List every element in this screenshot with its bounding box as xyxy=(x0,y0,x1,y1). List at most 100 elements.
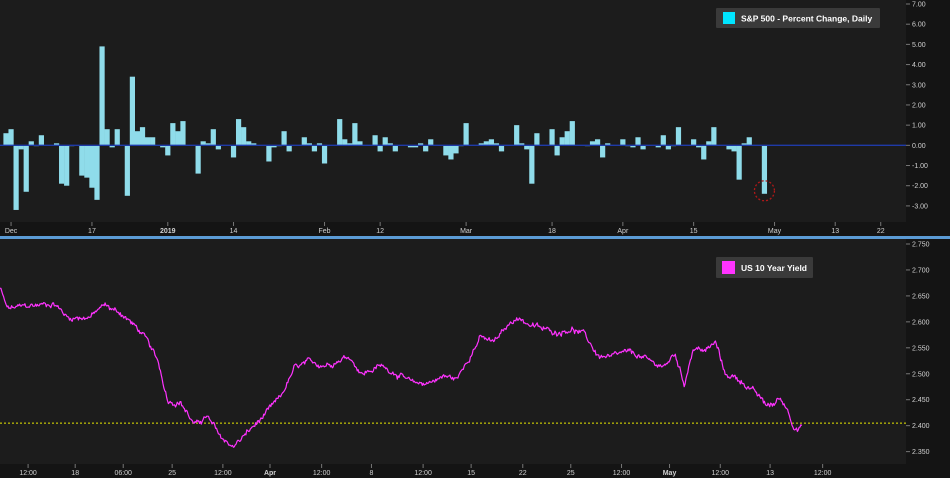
sp500-bar xyxy=(337,119,343,146)
sp500-bar xyxy=(564,131,570,146)
sp500-bar xyxy=(463,123,469,146)
sp500-x-tick-label: 22 xyxy=(877,228,885,235)
sp500-x-tick-label: 14 xyxy=(230,228,238,235)
sp500-x-tick-label: 17 xyxy=(88,228,96,235)
sp500-bar xyxy=(655,145,661,148)
sp500-bar xyxy=(235,119,242,146)
yield-y-axis: 2.750 2.700 2.650 2.600 2.550 2.500 2.450 2.400… xyxy=(906,242,930,456)
sp500-bar xyxy=(372,135,378,146)
yield-panel: 2.750 2.700 2.650 2.600 2.550 2.500 2.450 2.400… xyxy=(0,239,950,478)
sp500-bar xyxy=(306,143,312,146)
sp500-bar xyxy=(165,145,171,156)
sp500-bar xyxy=(706,141,712,146)
sp500-bar xyxy=(246,141,252,146)
yield-y-tick-label: 2.500 xyxy=(912,371,930,378)
sp500-bar xyxy=(696,145,702,148)
yield-y-tick-label: 2.750 xyxy=(912,242,930,249)
yield-legend: US 10 Year Yield xyxy=(716,257,813,278)
sp500-x-tick-label: Mar xyxy=(460,228,473,235)
sp500-bar xyxy=(23,145,29,192)
yield-y-tick-label: 2.650 xyxy=(912,293,930,300)
sp500-bar xyxy=(316,143,323,146)
sp500-bar xyxy=(761,145,768,194)
sp500-bar xyxy=(114,129,120,146)
sp500-bar xyxy=(200,141,206,146)
sp500-bar xyxy=(271,145,277,148)
yield-x-tick-label: 12:00 xyxy=(313,470,331,477)
sp500-bar xyxy=(134,131,141,146)
sp500-bar xyxy=(79,145,85,176)
sp500-bar xyxy=(150,137,156,146)
yield-legend-swatch xyxy=(722,261,735,274)
yield-x-tick-label: Apr xyxy=(264,470,276,477)
sp500-bar xyxy=(352,123,358,146)
sp500-bar xyxy=(129,76,136,146)
sp500-bar xyxy=(549,129,555,146)
sp500-legend: S&P 500 - Percent Change, Daily xyxy=(716,8,880,28)
yield-x-tick-label: 12:00 xyxy=(613,470,631,477)
sp500-bar xyxy=(251,143,257,146)
sp500-panel: 7.00 6.00 5.00 4.00 3.00 2.00 1.00 0.00 -1.00 -2.… xyxy=(0,0,950,236)
sp500-bar xyxy=(514,125,520,146)
yield-y-tick-label: 2.700 xyxy=(912,267,930,274)
sp500-bar xyxy=(89,145,95,188)
sp500-x-tick-label: 12 xyxy=(376,228,384,235)
sp500-y-axis-panel xyxy=(906,0,950,222)
sp500-bar xyxy=(301,137,307,146)
sp500-y-tick-label: 1.00 xyxy=(912,123,926,130)
sp500-bar xyxy=(423,145,429,152)
sp500-legend-swatch xyxy=(723,12,735,24)
yield-legend-box xyxy=(716,257,813,278)
sp500-y-tick-label: -3.00 xyxy=(912,203,928,210)
sp500-bar xyxy=(493,143,500,146)
sp500-bar xyxy=(160,145,166,148)
sp500-bar xyxy=(428,139,434,146)
sp500-x-axis-panel xyxy=(0,222,950,236)
sp500-legend-label: S&P 500 - Percent Change, Daily xyxy=(741,14,872,24)
sp500-bar xyxy=(635,137,641,146)
sp500-bar xyxy=(605,143,611,146)
yield-legend-label: US 10 Year Yield xyxy=(741,263,807,273)
sp500-bar xyxy=(13,145,19,210)
yield-x-tick-label: 25 xyxy=(567,470,575,477)
sp500-y-axis: 7.00 6.00 5.00 4.00 3.00 2.00 1.00 0.00 -1.00 -2.… xyxy=(906,2,928,210)
sp500-bar xyxy=(519,143,525,146)
highlight-circle xyxy=(753,180,776,202)
sp500-bar xyxy=(144,137,151,146)
sp500-bar xyxy=(8,129,14,146)
yield-x-axis: 12:00 18 06:00 25 12:00 Apr 12:00 8 12:00 15 22 25 1… xyxy=(19,464,832,477)
sp500-legend-box xyxy=(716,8,880,28)
sp500-bar xyxy=(559,137,565,146)
yield-x-axis-panel xyxy=(0,464,950,478)
sp500-y-tick-label: -2.00 xyxy=(912,183,928,190)
yield-x-tick-label: 13 xyxy=(766,470,774,477)
sp500-bar xyxy=(640,145,646,150)
yield-x-tick-label: 12:00 xyxy=(712,470,730,477)
sp500-bar xyxy=(498,145,505,152)
sp500-bar xyxy=(731,145,737,152)
yield-y-tick-label: 2.400 xyxy=(912,423,930,430)
sp500-bar xyxy=(241,127,247,146)
sp500-bar xyxy=(600,145,606,158)
sp500-bar xyxy=(453,145,459,154)
sp500-bar xyxy=(665,145,671,150)
sp500-bar xyxy=(407,145,414,148)
sp500-bar xyxy=(488,139,494,146)
sp500-x-tick-label: May xyxy=(768,228,782,235)
sp500-bar xyxy=(180,121,186,146)
sp500-bar xyxy=(711,127,717,146)
sp500-bar xyxy=(286,145,292,152)
sp500-bar xyxy=(3,133,9,146)
sp500-y-tick-label: 7.00 xyxy=(912,2,926,9)
sp500-bar xyxy=(94,145,100,200)
sp500-y-tick-label: 4.00 xyxy=(912,62,926,69)
sp500-bar xyxy=(387,143,393,146)
sp500-bar xyxy=(589,141,596,146)
yield-x-tick-label: 12:00 xyxy=(414,470,432,477)
yield-series-line xyxy=(0,287,803,448)
panel-divider xyxy=(0,236,950,239)
sp500-bar xyxy=(59,145,65,184)
yield-x-tick-label: 8 xyxy=(370,470,374,477)
